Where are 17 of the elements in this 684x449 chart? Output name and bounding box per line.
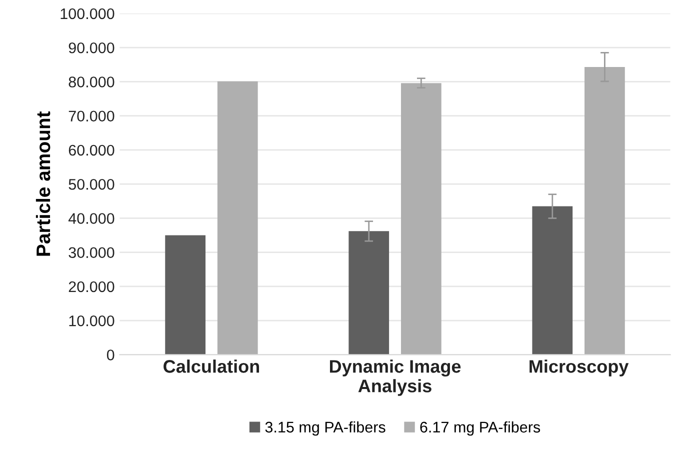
y-axis-title: Particle amount <box>36 111 50 256</box>
x-tick-label: Dynamic Image Analysis <box>330 360 461 396</box>
y-tick-label: 70.000 <box>68 110 114 122</box>
legend-label: 3.15 mg PA-fibers <box>265 421 386 436</box>
y-tick-label: 0 <box>106 350 114 360</box>
y-tick-label: 40.000 <box>68 213 114 224</box>
x-tick-label: Microscopy <box>530 360 629 376</box>
y-tick-label: 80.000 <box>68 76 114 88</box>
y-tick-label: 20.000 <box>68 281 114 292</box>
y-tick-label: 50.000 <box>68 178 114 190</box>
y-tick-label: 60.000 <box>68 144 114 156</box>
y-tick-label: 90.000 <box>68 42 114 54</box>
y-tick-label: 100.000 <box>60 8 114 20</box>
y-tick-label: 10.000 <box>69 315 114 326</box>
legend-label: 6.17 mg PA-fibers <box>420 421 540 436</box>
y-tick-label: 30.000 <box>68 247 114 258</box>
x-tick-label: Calculation <box>164 360 260 373</box>
